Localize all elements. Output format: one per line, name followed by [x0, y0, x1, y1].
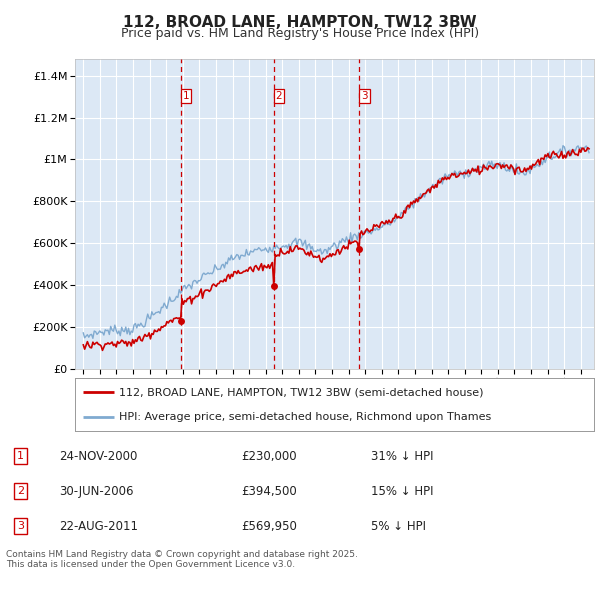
Text: £230,000: £230,000	[241, 450, 297, 463]
Text: 31% ↓ HPI: 31% ↓ HPI	[371, 450, 433, 463]
Text: 5% ↓ HPI: 5% ↓ HPI	[371, 520, 425, 533]
Text: £569,950: £569,950	[241, 520, 297, 533]
Text: HPI: Average price, semi-detached house, Richmond upon Thames: HPI: Average price, semi-detached house,…	[119, 412, 491, 422]
Text: 1: 1	[17, 451, 24, 461]
Text: Contains HM Land Registry data © Crown copyright and database right 2025.
This d: Contains HM Land Registry data © Crown c…	[6, 550, 358, 569]
Text: 1: 1	[183, 91, 190, 101]
Text: 112, BROAD LANE, HAMPTON, TW12 3BW (semi-detached house): 112, BROAD LANE, HAMPTON, TW12 3BW (semi…	[119, 388, 484, 398]
Text: 112, BROAD LANE, HAMPTON, TW12 3BW: 112, BROAD LANE, HAMPTON, TW12 3BW	[123, 15, 477, 30]
Text: 3: 3	[17, 521, 24, 531]
Text: 2: 2	[275, 91, 282, 101]
Text: 2: 2	[17, 486, 24, 496]
Text: 30-JUN-2006: 30-JUN-2006	[59, 484, 133, 498]
Text: £394,500: £394,500	[241, 484, 297, 498]
Text: 15% ↓ HPI: 15% ↓ HPI	[371, 484, 433, 498]
Text: Price paid vs. HM Land Registry's House Price Index (HPI): Price paid vs. HM Land Registry's House …	[121, 27, 479, 40]
Text: 3: 3	[361, 91, 368, 101]
Text: 24-NOV-2000: 24-NOV-2000	[59, 450, 137, 463]
Text: 22-AUG-2011: 22-AUG-2011	[59, 520, 138, 533]
